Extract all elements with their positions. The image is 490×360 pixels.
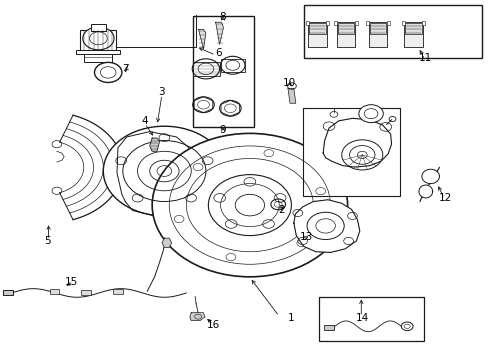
Circle shape xyxy=(152,134,347,277)
Circle shape xyxy=(83,27,114,50)
Bar xyxy=(306,22,309,25)
Text: 4: 4 xyxy=(142,116,148,126)
Bar xyxy=(303,108,400,196)
Polygon shape xyxy=(198,30,206,49)
Bar xyxy=(324,325,334,329)
Text: 10: 10 xyxy=(282,78,295,88)
Bar xyxy=(337,22,355,47)
Bar xyxy=(326,22,329,25)
Bar xyxy=(193,62,220,76)
Polygon shape xyxy=(294,200,360,252)
Bar xyxy=(309,23,326,34)
Bar xyxy=(334,22,337,25)
Bar xyxy=(3,291,13,296)
Bar xyxy=(369,23,386,34)
Text: 11: 11 xyxy=(419,53,432,63)
Bar xyxy=(308,22,327,47)
Bar xyxy=(319,297,424,341)
Bar xyxy=(193,16,254,127)
Text: 3: 3 xyxy=(159,87,165,97)
Text: 13: 13 xyxy=(299,232,313,242)
Bar xyxy=(404,22,423,47)
Text: 14: 14 xyxy=(356,313,369,323)
Polygon shape xyxy=(288,89,296,103)
Text: 16: 16 xyxy=(207,320,220,330)
Circle shape xyxy=(103,126,225,216)
Bar xyxy=(220,59,245,72)
Text: 9: 9 xyxy=(220,125,226,135)
Bar xyxy=(80,30,117,51)
Bar xyxy=(84,53,112,62)
Bar xyxy=(422,22,425,25)
Bar xyxy=(49,289,59,294)
Bar xyxy=(81,291,91,296)
Polygon shape xyxy=(150,138,159,151)
Polygon shape xyxy=(190,313,205,320)
Text: 12: 12 xyxy=(439,193,452,203)
Bar xyxy=(113,289,123,294)
Polygon shape xyxy=(117,132,194,216)
Text: 7: 7 xyxy=(122,64,128,74)
Text: 1: 1 xyxy=(288,313,294,323)
Bar xyxy=(304,5,482,58)
Bar xyxy=(368,22,387,47)
Bar xyxy=(387,22,390,25)
Polygon shape xyxy=(216,22,223,44)
Circle shape xyxy=(359,105,383,123)
Text: 8: 8 xyxy=(220,12,226,22)
Bar xyxy=(355,22,358,25)
Text: 2: 2 xyxy=(278,206,285,216)
Bar xyxy=(91,24,106,31)
Text: 5: 5 xyxy=(44,236,50,246)
Bar xyxy=(405,23,422,34)
Bar xyxy=(402,22,405,25)
Text: 15: 15 xyxy=(65,277,78,287)
Bar xyxy=(366,22,369,25)
Text: 6: 6 xyxy=(215,48,221,58)
Bar xyxy=(76,50,121,54)
Bar xyxy=(338,23,354,34)
Polygon shape xyxy=(162,238,172,247)
Polygon shape xyxy=(323,118,392,167)
